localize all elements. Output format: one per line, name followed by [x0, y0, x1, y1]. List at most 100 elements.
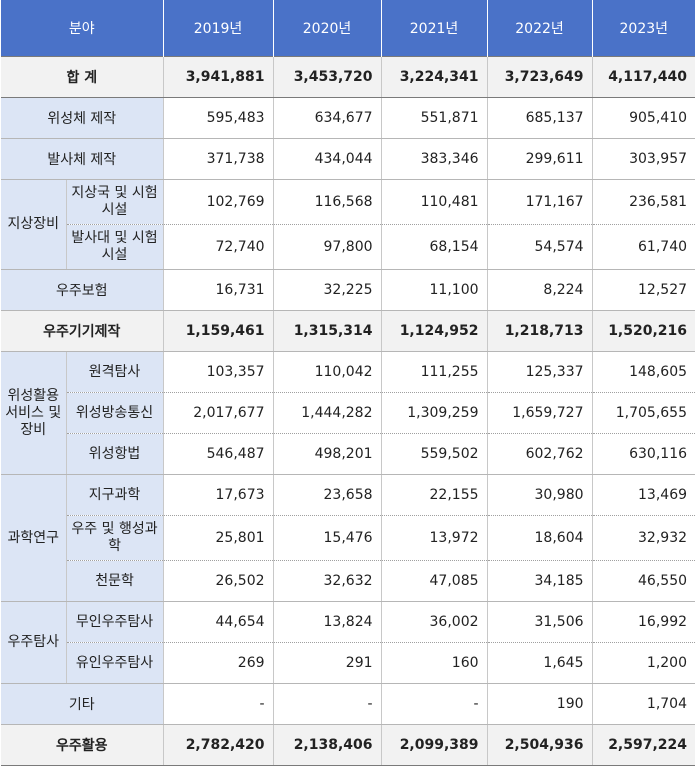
cell: - [273, 683, 382, 725]
header-field: 분야 [1, 0, 164, 57]
table-row-navigation: 위성항법 546,487 498,201 559,502 602,762 630… [1, 433, 696, 475]
cell: - [381, 683, 488, 725]
row-label: 발사체 제작 [1, 138, 164, 180]
cell: 546,487 [163, 433, 274, 475]
table-row-astronomy: 천문학 26,502 32,632 47,085 34,185 46,550 [1, 560, 696, 602]
cell: 17,673 [163, 474, 274, 516]
row-label: 무인우주탐사 [66, 601, 164, 643]
row-label: 위성항법 [66, 433, 164, 475]
cell: 54,574 [487, 224, 593, 270]
row-label: 우주기기제작 [1, 310, 164, 352]
row-label: 원격탐사 [66, 351, 164, 393]
cell: 1,705,655 [592, 392, 696, 434]
table-row-unmanned: 우주탐사 무인우주탐사 44,654 13,824 36,002 31,506 … [1, 601, 696, 684]
table-row-broadcast: 위성방송통신 2,017,677 1,444,282 1,309,259 1,6… [1, 392, 696, 434]
cell: 1,444,282 [273, 392, 382, 434]
cell: 2,782,420 [163, 724, 274, 766]
cell: 102,769 [163, 179, 274, 225]
cell: 46,550 [592, 560, 696, 602]
table-row-utilization-total: 우주활용 2,782,420 2,138,406 2,099,389 2,504… [1, 724, 696, 766]
cell: 36,002 [381, 601, 488, 643]
cell: 685,137 [487, 97, 593, 139]
cell: 13,469 [592, 474, 696, 516]
cell: 116,568 [273, 179, 382, 225]
table-row-launch-pad: 발사대 및 시험시설 72,740 97,800 68,154 54,574 6… [1, 224, 696, 270]
table-row-remote-sensing: 위성활용 서비스 및 장비 원격탐사 103,357 110,042 111,2… [1, 351, 696, 475]
cell: 905,410 [592, 97, 696, 139]
cell: 68,154 [381, 224, 488, 270]
table-row-planetary: 우주 및 행성과학 25,801 15,476 13,972 18,604 32… [1, 515, 696, 561]
row-label: 발사대 및 시험시설 [66, 224, 164, 270]
cell: 559,502 [381, 433, 488, 475]
cell: 1,218,713 [487, 310, 593, 352]
cell: 1,309,259 [381, 392, 488, 434]
cell: 97,800 [273, 224, 382, 270]
cell: 2,504,936 [487, 724, 593, 766]
group-label-service: 위성활용 서비스 및 장비 [1, 351, 67, 475]
cell: 1,704 [592, 683, 696, 725]
row-label: 위성방송통신 [66, 392, 164, 434]
cell: 2,099,389 [381, 724, 488, 766]
table-row-ground-station: 지상장비 지상국 및 시험시설 102,769 116,568 110,481 … [1, 179, 696, 270]
header-2019: 2019년 [163, 0, 274, 57]
cell: 2,017,677 [163, 392, 274, 434]
cell: 2,597,224 [592, 724, 696, 766]
cell: 13,824 [273, 601, 382, 643]
header-2023: 2023년 [592, 0, 696, 57]
row-label: 유인우주탐사 [66, 642, 164, 684]
cell: 2,138,406 [273, 724, 382, 766]
table-header-row: 분야 2019년 2020년 2021년 2022년 2023년 [1, 0, 696, 57]
cell: 551,871 [381, 97, 488, 139]
cell: 269 [163, 642, 274, 684]
table-row-earth-science: 과학연구 지구과학 17,673 23,658 22,155 30,980 13… [1, 474, 696, 602]
cell: 13,972 [381, 515, 488, 561]
cell: 1,520,216 [592, 310, 696, 352]
cell: 1,315,314 [273, 310, 382, 352]
cell: 434,044 [273, 138, 382, 180]
cell: 32,225 [273, 269, 382, 311]
cell: 148,605 [592, 351, 696, 393]
table-row-satellite: 위성체 제작 595,483 634,677 551,871 685,137 9… [1, 97, 696, 139]
cell: 299,611 [487, 138, 593, 180]
cell: 160 [381, 642, 488, 684]
cell: 18,604 [487, 515, 593, 561]
cell: 1,124,952 [381, 310, 488, 352]
cell: - [163, 683, 274, 725]
cell: 32,632 [273, 560, 382, 602]
cell: 498,201 [273, 433, 382, 475]
cell: 16,992 [592, 601, 696, 643]
header-2020: 2020년 [273, 0, 382, 57]
cell: 15,476 [273, 515, 382, 561]
table-row-launcher: 발사체 제작 371,738 434,044 383,346 299,611 3… [1, 138, 696, 180]
cell: 25,801 [163, 515, 274, 561]
cell: 602,762 [487, 433, 593, 475]
row-label: 합 계 [1, 56, 164, 98]
cell: 31,506 [487, 601, 593, 643]
cell: 30,980 [487, 474, 593, 516]
table-row-total: 합 계 3,941,881 3,453,720 3,224,341 3,723,… [1, 56, 696, 98]
cell: 1,659,727 [487, 392, 593, 434]
row-label: 기타 [1, 683, 164, 725]
cell: 23,658 [273, 474, 382, 516]
cell: 4,117,440 [592, 56, 696, 98]
group-label-ground: 지상장비 [1, 179, 67, 270]
cell: 1,200 [592, 642, 696, 684]
cell: 11,100 [381, 269, 488, 311]
cell: 383,346 [381, 138, 488, 180]
header-2021: 2021년 [381, 0, 488, 57]
row-label: 위성체 제작 [1, 97, 164, 139]
cell: 110,481 [381, 179, 488, 225]
cell: 291 [273, 642, 382, 684]
cell: 371,738 [163, 138, 274, 180]
cell: 22,155 [381, 474, 488, 516]
cell: 12,527 [592, 269, 696, 311]
cell: 111,255 [381, 351, 488, 393]
cell: 26,502 [163, 560, 274, 602]
group-label-science: 과학연구 [1, 474, 67, 602]
cell: 103,357 [163, 351, 274, 393]
cell: 630,116 [592, 433, 696, 475]
cell: 3,941,881 [163, 56, 274, 98]
cell: 125,337 [487, 351, 593, 393]
row-label: 지상국 및 시험시설 [66, 179, 164, 225]
cell: 303,957 [592, 138, 696, 180]
